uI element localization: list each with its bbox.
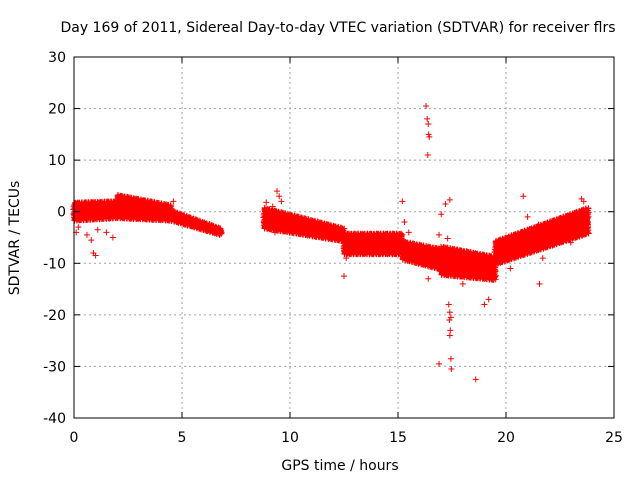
grid-lines <box>74 57 614 418</box>
data-points <box>70 102 592 383</box>
chart-title: Day 169 of 2011, Sidereal Day-to-day VTE… <box>60 20 615 36</box>
